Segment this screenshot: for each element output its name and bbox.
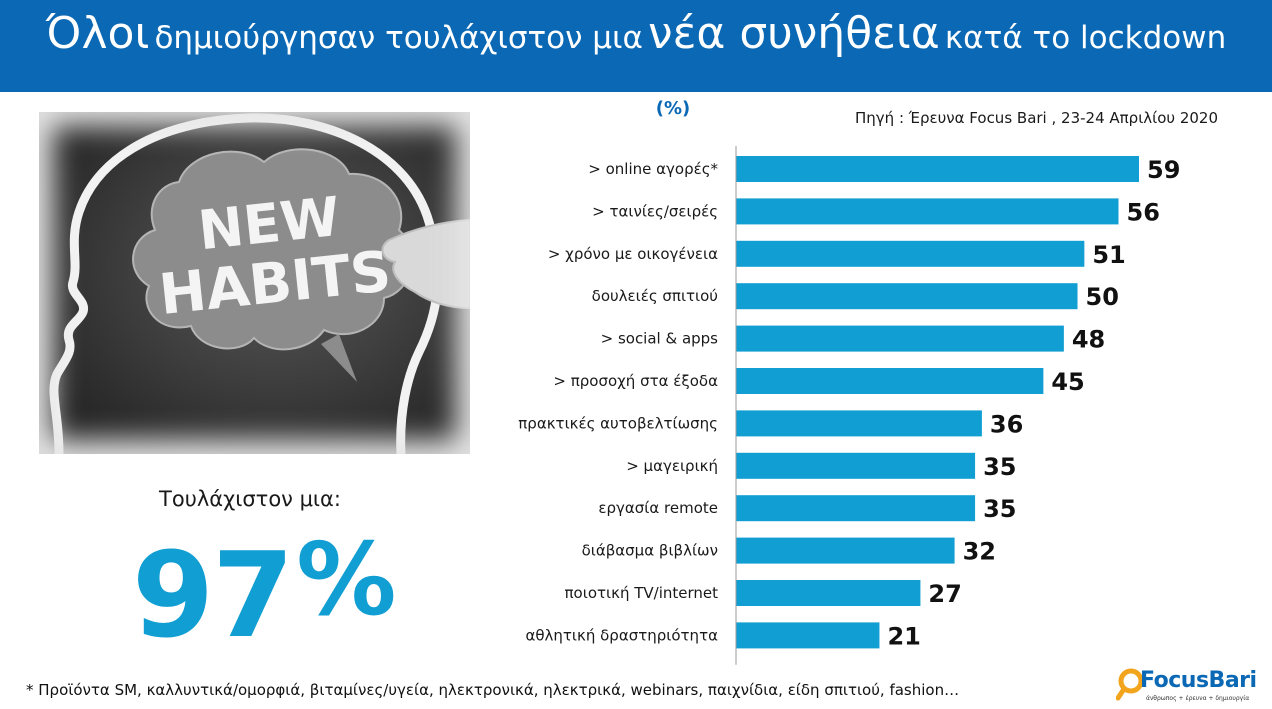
value-label: 21 [887, 622, 920, 650]
at-least-one-label: Τουλάχιστον μια: [159, 487, 341, 511]
bar [736, 368, 1044, 394]
value-label: 32 [963, 538, 996, 566]
logo-brand: FocusBari [1140, 668, 1257, 693]
bar [736, 580, 921, 606]
bar [736, 495, 976, 522]
value-label: 27 [928, 580, 961, 608]
value-label: 45 [1051, 368, 1084, 396]
category-label: δουλειές σπιτιού [592, 287, 718, 305]
bar-series: > online αγορές* 59 > ταινίες/σειρές 56 > χρ… [518, 156, 1180, 650]
category-label: > προσοχή στα έξοδα [553, 372, 718, 390]
chart-unit-label: (%) [655, 98, 691, 119]
new-habits-photo: NEW HABITS [39, 112, 470, 454]
value-label: 59 [1147, 156, 1180, 184]
value-label: 50 [1086, 283, 1119, 311]
bar [736, 325, 1064, 352]
category-label: ποιοτική TV/internet [565, 584, 719, 602]
brain-icon [132, 148, 414, 351]
value-label: 35 [983, 495, 1016, 523]
summary-percentage: 97% [132, 515, 396, 660]
category-label: > online αγορές* [588, 160, 718, 178]
category-label: διάβασμα βιβλίων [582, 542, 718, 560]
bar [736, 452, 976, 479]
magnifier-icon [1116, 668, 1144, 701]
new-text: NEW [195, 185, 342, 262]
bar [736, 410, 982, 437]
category-label: > χρόνο με οικογένεια [548, 245, 718, 263]
value-label: 35 [983, 453, 1016, 481]
title-part-1: Όλοι [45, 8, 150, 59]
title-part-4: κατά το lockdown [944, 20, 1227, 56]
brain-stem-icon [321, 334, 357, 382]
bar [736, 537, 955, 564]
title-part-3: νέα συνήθεια [648, 8, 940, 59]
category-label: πρακτικές αυτοβελτίωσης [518, 414, 718, 432]
bar [736, 156, 1139, 182]
category-label: > μαγειρική [626, 457, 718, 475]
logo-tagline: άνθρωπος + έρευνα + δημιουργία [1146, 695, 1250, 702]
category-label: αθλητική δραστηριότητα [525, 626, 718, 644]
title-part-2: δημιούργησαν τουλάχιστον μια [154, 20, 643, 56]
bar [736, 198, 1119, 225]
category-label: > social & apps [601, 330, 719, 348]
value-label: 36 [990, 410, 1023, 438]
category-label: > ταινίες/σειρές [592, 202, 718, 220]
chart-source: Πηγή : Έρευνα Focus Bari , 23-24 Απριλίο… [855, 109, 1219, 127]
value-label: 56 [1127, 198, 1160, 226]
value-label: 51 [1092, 241, 1125, 269]
finger-icon [381, 218, 470, 310]
bar [736, 240, 1085, 267]
bar [736, 622, 880, 649]
bar [736, 283, 1078, 310]
page-title: Όλοι δημιούργησαν τουλάχιστον μια νέα συ… [0, 8, 1272, 59]
focusbari-logo: FocusBari άνθρωπος + έρευνα + δημιουργία [1116, 664, 1266, 704]
category-label: εργασία remote [598, 499, 718, 517]
summary-unit: % [296, 521, 396, 638]
title-banner: Όλοι δημιούργησαν τουλάχιστον μια νέα συ… [0, 0, 1272, 92]
head-brain-illustration: NEW HABITS [49, 113, 470, 454]
footnote: * Προϊόντα SM, καλλυντικά/ομορφιά, βιταμ… [26, 681, 960, 699]
summary-value: 97 [132, 526, 294, 664]
value-label: 48 [1072, 326, 1105, 354]
